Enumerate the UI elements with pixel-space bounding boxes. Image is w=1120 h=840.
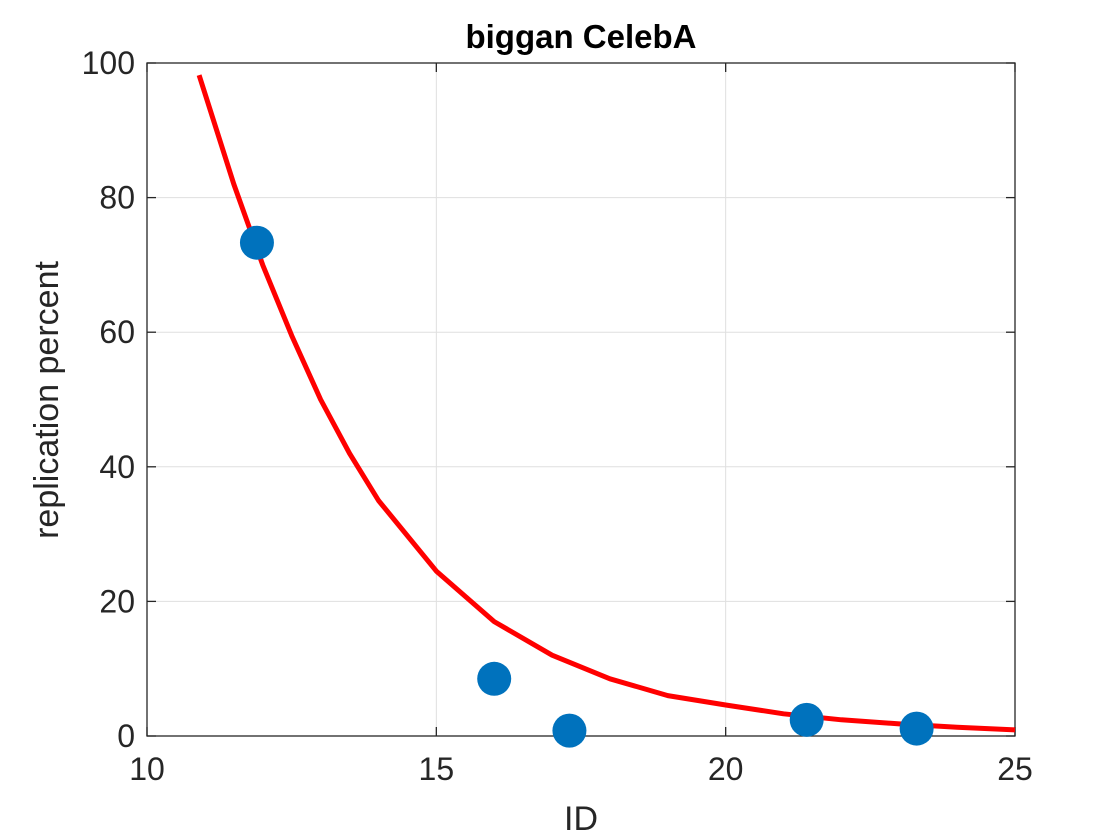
y-tick-label: 100: [82, 45, 135, 81]
fit-layer: [196, 74, 1016, 733]
y-tick-label: 60: [99, 314, 135, 350]
fit-curve: [196, 74, 1016, 733]
data-point: [239, 225, 274, 260]
x-tick-label: 20: [708, 751, 744, 787]
x-tick-label: 10: [129, 751, 165, 787]
y-tick-label: 20: [99, 583, 135, 619]
x-axis-label: ID: [564, 800, 598, 838]
y-tick-label: 0: [117, 718, 135, 754]
x-tick-label: 15: [419, 751, 455, 787]
data-point: [477, 661, 512, 696]
x-tick-label: 25: [997, 751, 1033, 787]
plot-background: [147, 63, 1015, 736]
data-point: [899, 711, 934, 746]
points-layer: [239, 225, 934, 748]
y-axis-label: replication percent: [28, 261, 66, 539]
data-point: [552, 713, 587, 748]
data-point: [789, 702, 824, 737]
y-tick-label: 80: [99, 180, 135, 216]
chart-title: biggan CelebA: [465, 18, 696, 55]
y-tick-label: 40: [99, 449, 135, 485]
ticks: [146, 62, 1016, 737]
tick-labels: 10 15 20 25 0 20 40 60 80 100: [82, 45, 1033, 787]
